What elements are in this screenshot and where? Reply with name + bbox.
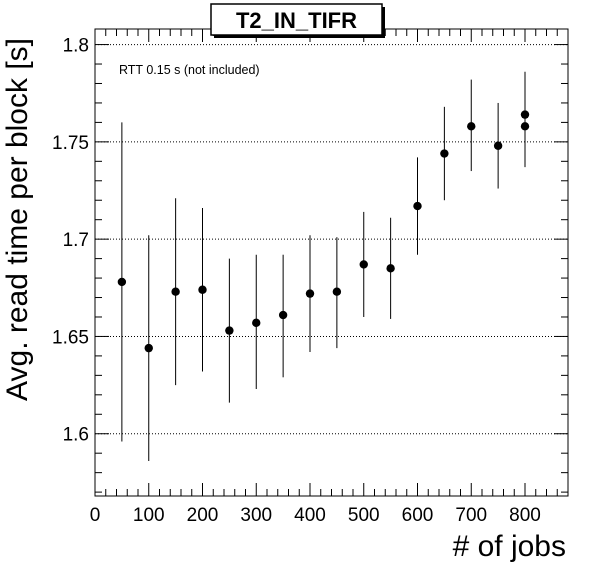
data-point: [467, 122, 476, 131]
data-point: [305, 289, 315, 298]
x-tick-label: 0: [90, 505, 101, 526]
data-point: [171, 287, 180, 296]
x-tick-label: 100: [133, 505, 165, 526]
y-tick-label: 1.75: [52, 133, 89, 154]
x-tick-label: 500: [348, 505, 380, 526]
chart-title: T2_IN_TIFR: [236, 8, 357, 33]
x-tick-label: 300: [240, 505, 272, 526]
title-box-frame: [210, 3, 383, 36]
data-point: [493, 141, 503, 150]
data-point: [117, 277, 127, 287]
y-tick-label: 1.65: [52, 327, 89, 348]
data-point: [332, 287, 342, 296]
y-tick-label: 1.7: [63, 230, 89, 251]
x-tick-label: 700: [455, 505, 487, 526]
x-tick-label: 400: [294, 505, 326, 526]
data-point: [413, 201, 422, 211]
x-axis-title: # of jobs: [453, 530, 566, 563]
y-axis-title: Avg. read time per block [s]: [1, 38, 34, 401]
y-tick-label: 1.8: [63, 36, 89, 57]
data-point: [252, 318, 261, 328]
grid-layer: [95, 44, 568, 435]
data-point: [198, 285, 207, 294]
title-box: T2_IN_TIFR: [210, 3, 385, 38]
x-tick-label: 600: [402, 505, 434, 526]
data-point: [520, 122, 530, 131]
annotation-text: RTT 0.15 s (not included): [119, 63, 260, 77]
y-tick-label: 1.6: [63, 425, 89, 446]
data-point: [440, 149, 449, 158]
data-point: [359, 260, 368, 269]
labels-layer: 1.6 1.65 1.7 1.75 1.8 0 100 200 300 400 500 600 700 8…: [52, 36, 541, 526]
data-point: [225, 326, 234, 335]
data-point: [386, 264, 395, 273]
x-tick-label: 200: [187, 505, 219, 526]
data-layer: [117, 71, 530, 461]
x-tick-label: 800: [509, 505, 541, 526]
data-point: [278, 310, 288, 320]
data-point: [144, 343, 153, 353]
